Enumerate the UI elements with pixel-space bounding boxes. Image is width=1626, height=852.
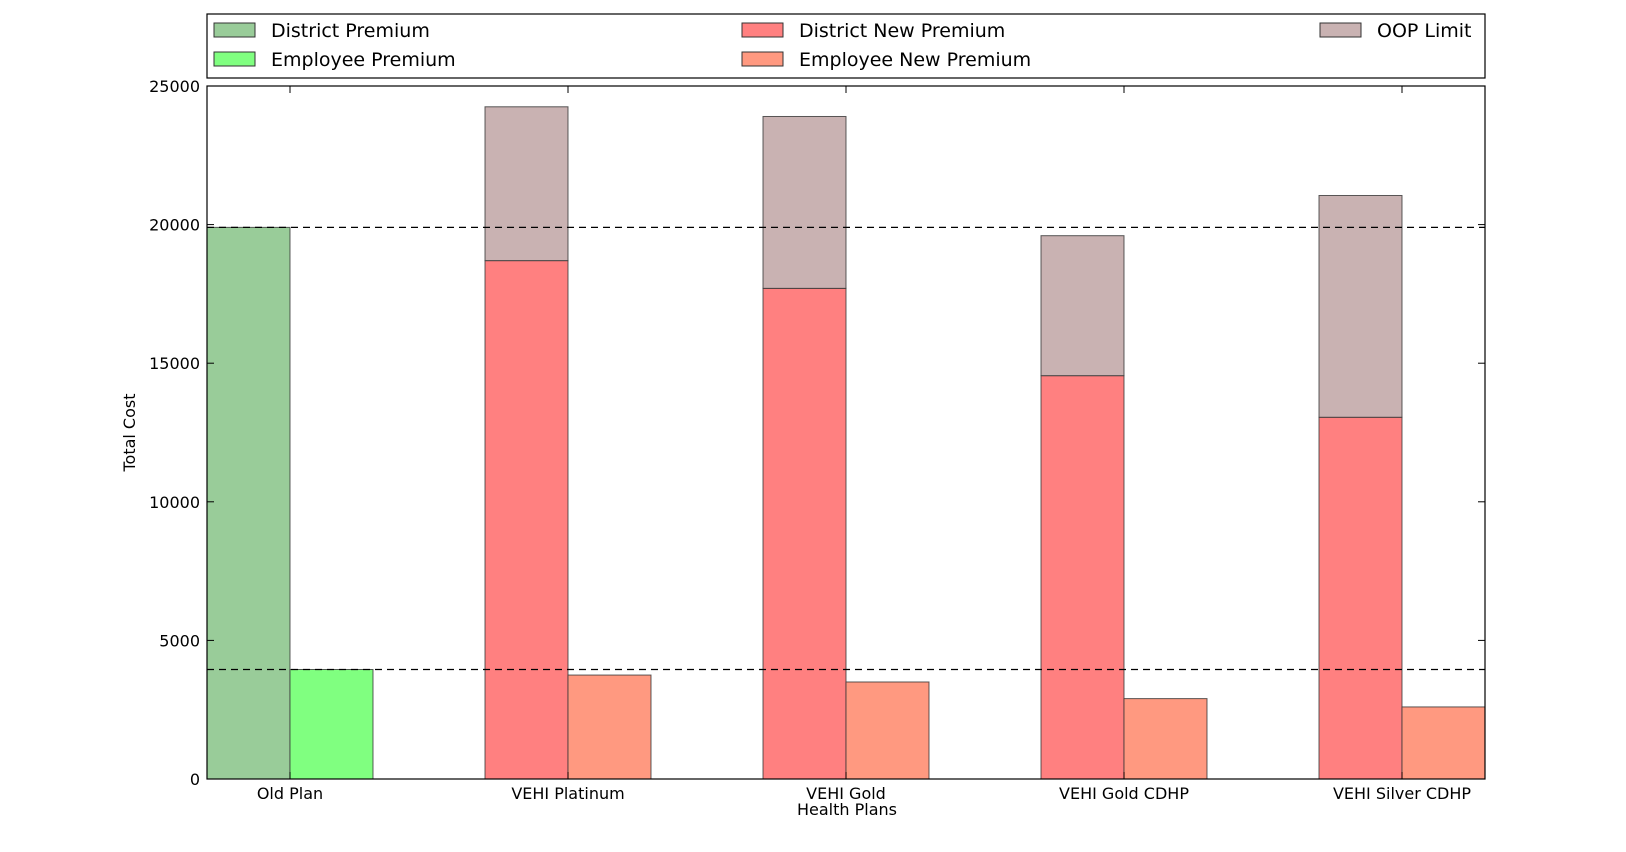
legend-label: District Premium [271, 20, 430, 42]
bar-district-new-premium [484, 260, 569, 780]
bar-oop-limit [762, 115, 847, 289]
bar-oop-limit [1040, 235, 1125, 377]
bar-district-new-premium [1318, 416, 1403, 780]
bar-employee-premium [289, 669, 374, 780]
legend-label: District New Premium [799, 20, 1005, 42]
legend-swatch [1319, 22, 1362, 38]
legend: District Premium District New Premium OOP … [206, 13, 1486, 79]
bar-district-new-premium [762, 287, 847, 780]
bars [206, 106, 1486, 780]
bar-employee-new-premium [567, 674, 652, 780]
bar-employee-new-premium [1401, 706, 1486, 780]
legend-label: Employee Premium [271, 49, 456, 71]
legend-swatch [741, 51, 784, 67]
bar-employee-new-premium [1123, 698, 1208, 780]
legend-label: OOP Limit [1377, 20, 1472, 42]
reference-lines [207, 226, 1485, 671]
x-axis-label: Health Plans [797, 800, 897, 819]
y-tick-label: 10000 [149, 493, 200, 512]
y-tick-label: 15000 [149, 354, 200, 373]
bar-oop-limit [484, 106, 569, 262]
bar-oop-limit [1318, 194, 1403, 418]
x-tick-label: VEHI Silver CDHP [1333, 784, 1471, 803]
x-tick-label: VEHI Platinum [511, 784, 624, 803]
y-axis-label: Total Cost [120, 393, 139, 472]
x-tick-label: VEHI Gold [806, 784, 886, 803]
y-tick-label: 0 [190, 770, 200, 789]
bar-district-premium [206, 226, 291, 780]
y-tick-label: 25000 [149, 77, 200, 96]
legend-swatch [741, 22, 784, 38]
bar-employee-new-premium [845, 681, 930, 780]
legend-label: Employee New Premium [799, 49, 1031, 71]
bar-district-new-premium [1040, 375, 1125, 780]
axes: 0 5000 10000 15000 20000 25000 Old Plan VEHI Pl… [149, 77, 1486, 803]
y-tick-label: 5000 [159, 631, 200, 650]
y-tick-label: 20000 [149, 216, 200, 235]
x-tick-label: VEHI Gold CDHP [1059, 784, 1189, 803]
legend-swatch [213, 22, 256, 38]
legend-box [206, 13, 1486, 79]
x-tick-label: Old Plan [257, 784, 323, 803]
legend-swatch [213, 51, 256, 67]
